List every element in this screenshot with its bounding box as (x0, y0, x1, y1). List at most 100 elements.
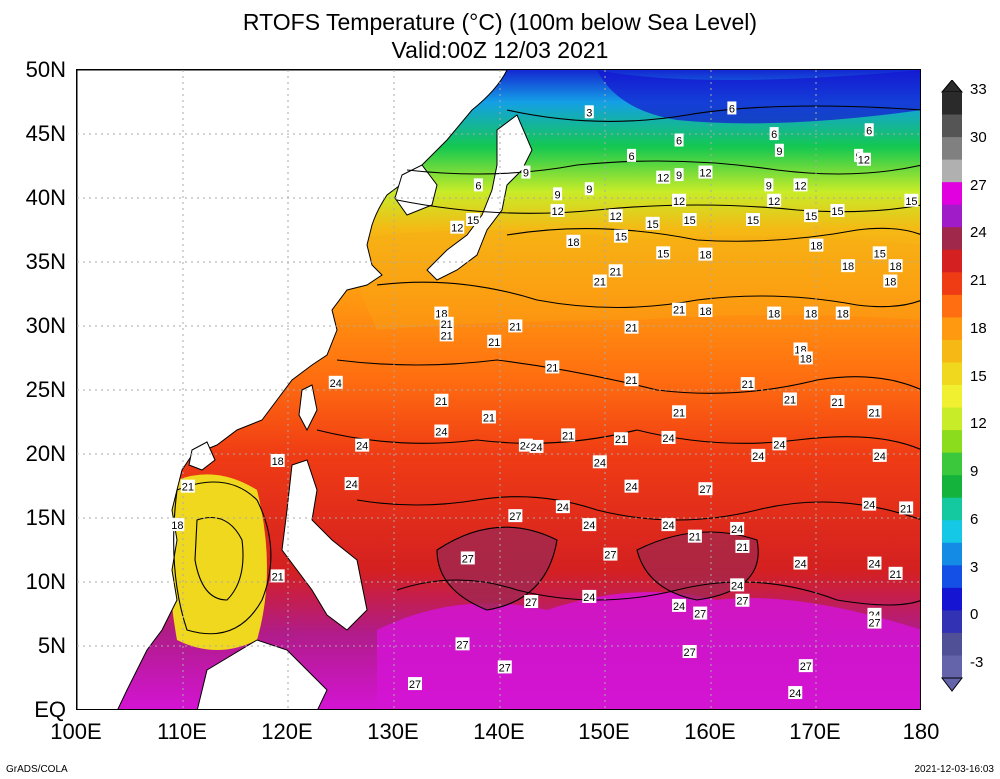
contour-label-text: 12 (610, 211, 622, 223)
lon-tick-label: 120E (261, 719, 313, 744)
colorbar-swatch (942, 655, 962, 679)
contour-label-text: 21 (562, 430, 574, 442)
contour-label-box (698, 304, 713, 318)
contour-value-label: 21 (508, 319, 523, 333)
contour-label-text: 18 (837, 309, 849, 321)
contour-value-label: 24 (751, 448, 766, 463)
contour-label-text: 18 (272, 456, 284, 468)
contour-value-label: 18 (767, 306, 782, 321)
borneo-island (196, 639, 328, 709)
contour-value-label: 21 (545, 360, 560, 374)
lat-tick-label: 15N (25, 505, 66, 530)
contour-value-label: 9 (553, 187, 563, 201)
taiwan-island (298, 384, 318, 432)
contour-label-box (328, 375, 343, 389)
contour-label-text: 21 (742, 379, 754, 391)
hainan-island (188, 441, 216, 471)
contour-label-text: 9 (676, 170, 682, 182)
contour-value-label: 6 (769, 127, 779, 141)
colorbar-tick-label: 15 (970, 367, 987, 385)
contour-value-label: 21 (439, 328, 454, 342)
contour-label-text: 15 (467, 215, 479, 227)
contour-label-box (439, 316, 454, 330)
contour-label-box (698, 165, 713, 179)
contour-label-text: 24 (789, 688, 801, 700)
contour-value-label: 24 (328, 375, 343, 390)
contour-label-box (466, 212, 481, 226)
contour-label-box (613, 229, 628, 243)
contour-label-box (769, 127, 779, 141)
contour-value-label: 15 (904, 193, 919, 208)
contour-label-text: 27 (694, 609, 706, 621)
contour-label-text: 24 (625, 482, 637, 494)
lat-tick-label: 30N (25, 313, 66, 338)
contour-label-box (661, 430, 676, 444)
contour-label-box (584, 105, 594, 119)
contour-value-label: 27 (693, 606, 708, 621)
colorbar-swatch (942, 159, 962, 183)
contour-label-box (830, 204, 845, 218)
contour-value-label: 15 (872, 246, 887, 260)
contour-label-box (674, 133, 684, 147)
contour-label-box (624, 479, 639, 493)
contour-value-label: 24 (582, 589, 597, 604)
contour-label-text: 6 (475, 180, 481, 192)
colorbar-swatch (942, 204, 962, 228)
contour-value-label: 9 (764, 178, 774, 192)
contour-value-label: 24 (355, 438, 370, 453)
contour-label-text: 24 (731, 524, 743, 536)
contour-value-label: 21 (830, 395, 845, 409)
contour-value-label: 24 (872, 448, 887, 463)
contour-value-label: 27 (603, 547, 618, 562)
contour-value-label: 18 (841, 259, 856, 273)
contour-value-label: 24 (529, 439, 544, 454)
contour-label-box (698, 482, 713, 496)
contour-value-label: 21 (561, 428, 576, 442)
contour-value-label: 21 (434, 393, 449, 408)
contour-label-box (672, 193, 687, 207)
colorbar-min-arrow (940, 677, 964, 692)
contour-value-label: 12 (550, 204, 565, 218)
lat-tick-label: 45N (25, 121, 66, 146)
contour-label-box (344, 477, 359, 491)
contour-label-box (624, 373, 639, 387)
colorbar-swatch (942, 114, 962, 138)
contour-label-text: 24 (356, 441, 368, 453)
contour-label-box (835, 306, 850, 320)
contour-value-label: 15 (656, 246, 671, 260)
contour-value-label: 27 (408, 677, 422, 691)
contour-value-label: 24 (624, 479, 639, 494)
contour-label-text: 12 (858, 155, 870, 167)
contour-value-label: 24 (862, 497, 877, 512)
contour-label-box (672, 598, 687, 612)
contour-label-box (867, 405, 882, 419)
map-plot-area: 3666666999999912121212121212121215151515… (76, 69, 921, 710)
contour-label-text: 12 (673, 196, 685, 208)
contour-label-box (746, 212, 760, 226)
contour-label-text: 18 (800, 353, 812, 365)
contour-label-text: 6 (771, 129, 777, 141)
contour-value-label: 15 (746, 212, 760, 227)
contour-value-label: 21 (608, 264, 623, 278)
contour-label-box (645, 216, 660, 230)
contour-value-label: 6 (727, 101, 737, 115)
contour-value-label: 15 (682, 212, 697, 227)
contour-value-label: 18 (835, 306, 850, 321)
contour-label-text: 24 (731, 580, 743, 592)
contour-label-box (170, 518, 185, 532)
contour-label-text: 21 (182, 482, 194, 494)
contour-value-label: 24 (793, 556, 808, 571)
contour-label-text: 24 (662, 520, 674, 532)
contour-label-text: 27 (800, 661, 812, 673)
contour-label-text: 24 (863, 500, 875, 512)
contour-label-box (798, 351, 813, 365)
contour-label-text: 18 (884, 277, 896, 289)
contour-label-text: 18 (171, 520, 183, 532)
footer-timestamp: 2021-12-03-16:03 (914, 764, 994, 775)
contour-value-label: 27 (682, 645, 697, 659)
contour-label-box (767, 306, 782, 320)
contour-label-box (682, 212, 697, 226)
contour-label-box (774, 143, 784, 157)
contour-label-box (793, 178, 808, 192)
colorbar-tick-label: 33 (970, 81, 987, 98)
